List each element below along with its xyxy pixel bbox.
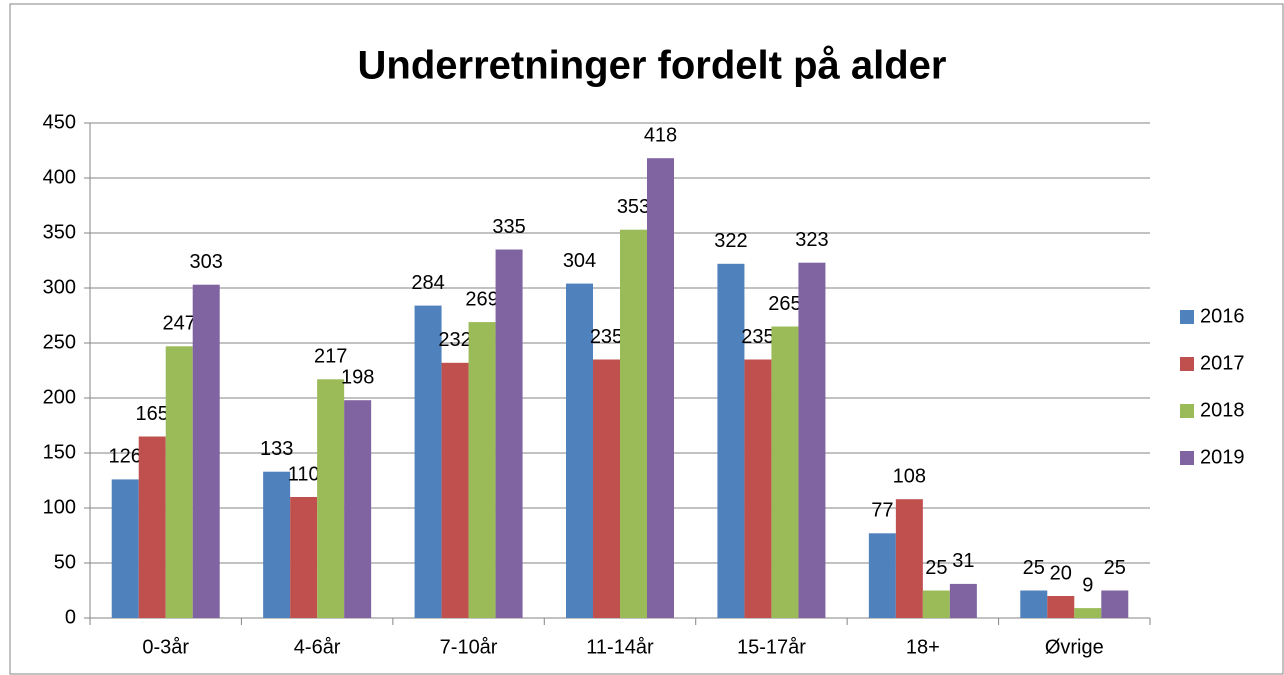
data-label: 284: [411, 272, 444, 294]
y-tick-label: 350: [43, 221, 76, 243]
legend-label: 2019: [1200, 446, 1245, 468]
legend-label: 2016: [1200, 305, 1245, 327]
y-tick-label: 0: [65, 606, 76, 628]
bar: [593, 359, 620, 618]
bar: [441, 362, 469, 618]
data-label: 232: [438, 329, 471, 351]
data-label: 217: [314, 346, 347, 368]
x-tick-label: Øvrige: [1045, 636, 1104, 658]
bar: [895, 499, 923, 618]
data-label: 322: [714, 230, 747, 252]
bar: [414, 305, 442, 618]
x-tick-label: 11-14år: [586, 636, 654, 658]
bar: [468, 322, 496, 618]
legend-label: 2017: [1200, 352, 1245, 374]
legend-label: 2018: [1200, 399, 1245, 421]
legend-swatch: [1180, 404, 1194, 418]
data-label: 335: [492, 216, 525, 238]
y-tick-label: 250: [43, 331, 76, 353]
data-label: 247: [163, 313, 196, 335]
y-tick-label: 100: [43, 496, 76, 518]
bar: [111, 479, 139, 618]
bar: [647, 158, 674, 618]
bar: [344, 400, 372, 618]
bar: [317, 379, 345, 618]
data-label: 198: [341, 366, 374, 388]
data-label: 25: [1023, 557, 1045, 579]
data-label: 303: [190, 251, 223, 273]
data-label: 25: [1104, 557, 1126, 579]
data-label: 353: [617, 196, 650, 218]
data-label: 269: [465, 288, 498, 310]
bar: [798, 262, 826, 618]
y-tick-label: 450: [43, 111, 76, 133]
data-label: 235: [590, 326, 623, 348]
data-label: 77: [871, 500, 893, 522]
data-label: 31: [952, 550, 974, 572]
bar: [1047, 596, 1075, 618]
bar: [495, 249, 523, 618]
x-tick-label: 18+: [906, 636, 940, 658]
y-tick-label: 150: [43, 441, 76, 463]
bar: [868, 533, 896, 618]
legend-swatch: [1180, 310, 1194, 324]
data-label: 25: [925, 557, 947, 579]
data-label: 418: [644, 124, 677, 146]
legend-swatch: [1180, 451, 1194, 465]
x-tick-label: 4-6år: [294, 636, 341, 658]
bar: [717, 263, 745, 618]
data-label: 110: [288, 463, 320, 485]
data-label: 108: [893, 465, 926, 487]
y-tick-label: 200: [43, 386, 76, 408]
y-tick-label: 50: [54, 551, 76, 573]
data-label: 265: [768, 293, 801, 315]
bar: [192, 284, 220, 618]
bar: [138, 436, 166, 618]
data-label: 20: [1050, 562, 1072, 584]
bar: [263, 471, 291, 618]
bar: [1074, 608, 1102, 618]
y-tick-label: 300: [43, 276, 76, 298]
data-label: 165: [136, 403, 169, 425]
data-label: 126: [109, 446, 142, 468]
data-label: 304: [563, 250, 596, 272]
chart-title: Underretninger fordelt på alder: [358, 44, 947, 88]
x-tick-label: 0-3år: [142, 636, 189, 658]
bar: [566, 283, 593, 618]
bar: [290, 497, 318, 618]
bar: [165, 346, 193, 618]
bar: [771, 326, 799, 618]
bar: [620, 229, 647, 618]
data-label: 9: [1082, 574, 1093, 596]
data-label: 133: [260, 438, 293, 460]
x-tick-label: 7-10år: [440, 636, 498, 658]
legend-swatch: [1180, 357, 1194, 371]
bar: [949, 583, 977, 618]
bar: [922, 590, 950, 618]
bar: [1020, 590, 1048, 618]
data-label: 323: [795, 229, 828, 251]
bar: [1101, 590, 1129, 618]
data-label: 235: [741, 326, 774, 348]
bar: [744, 359, 772, 618]
x-tick-label: 15-17år: [737, 636, 806, 658]
y-tick-label: 400: [43, 166, 76, 188]
